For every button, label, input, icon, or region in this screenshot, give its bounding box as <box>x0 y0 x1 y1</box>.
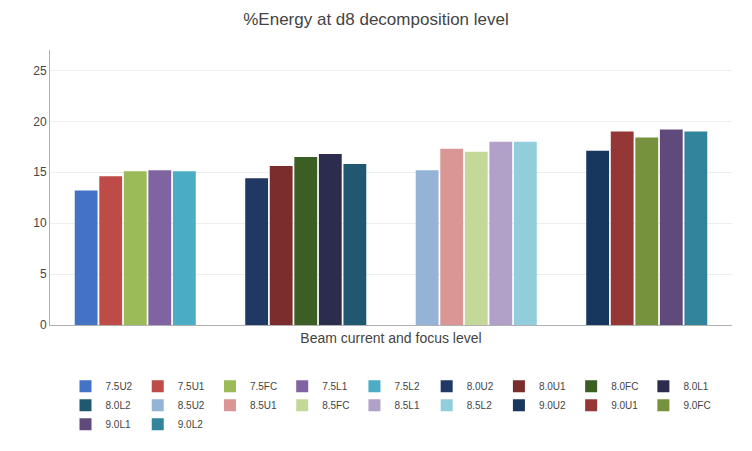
svg-text:8.5U2: 8.5U2 <box>178 400 205 411</box>
svg-text:8.0U1: 8.0U1 <box>539 381 566 392</box>
svg-text:8.5U1: 8.5U1 <box>250 400 277 411</box>
svg-text:25: 25 <box>33 64 47 78</box>
svg-text:8.5FC: 8.5FC <box>322 400 349 411</box>
svg-text:20: 20 <box>33 115 47 129</box>
svg-text:9.0U1: 9.0U1 <box>611 400 638 411</box>
svg-text:8.0FC: 8.0FC <box>611 381 638 392</box>
svg-text:8.0U2: 8.0U2 <box>467 381 494 392</box>
svg-text:7.5U1: 7.5U1 <box>178 381 205 392</box>
svg-text:9.0L1: 9.0L1 <box>106 419 131 430</box>
svg-text:%Energy at d8 decomposition le: %Energy at d8 decomposition level <box>243 10 509 29</box>
svg-text:8.0L1: 8.0L1 <box>683 381 708 392</box>
svg-text:Beam current and focus level: Beam current and focus level <box>300 330 481 346</box>
svg-text:5: 5 <box>40 267 47 281</box>
svg-text:7.5U2: 7.5U2 <box>106 381 133 392</box>
svg-text:7.5FC: 7.5FC <box>250 381 277 392</box>
svg-text:9.0L2: 9.0L2 <box>178 419 203 430</box>
svg-text:8.5L2: 8.5L2 <box>467 400 492 411</box>
svg-text:8.0L2: 8.0L2 <box>106 400 131 411</box>
svg-text:8.5L1: 8.5L1 <box>394 400 419 411</box>
svg-text:0: 0 <box>40 318 47 332</box>
svg-text:15: 15 <box>33 165 47 179</box>
svg-text:7.5L1: 7.5L1 <box>322 381 347 392</box>
svg-text:9.0U2: 9.0U2 <box>539 400 566 411</box>
svg-text:9.0FC: 9.0FC <box>683 400 710 411</box>
svg-text:10: 10 <box>33 216 47 230</box>
svg-text:7.5L2: 7.5L2 <box>394 381 419 392</box>
